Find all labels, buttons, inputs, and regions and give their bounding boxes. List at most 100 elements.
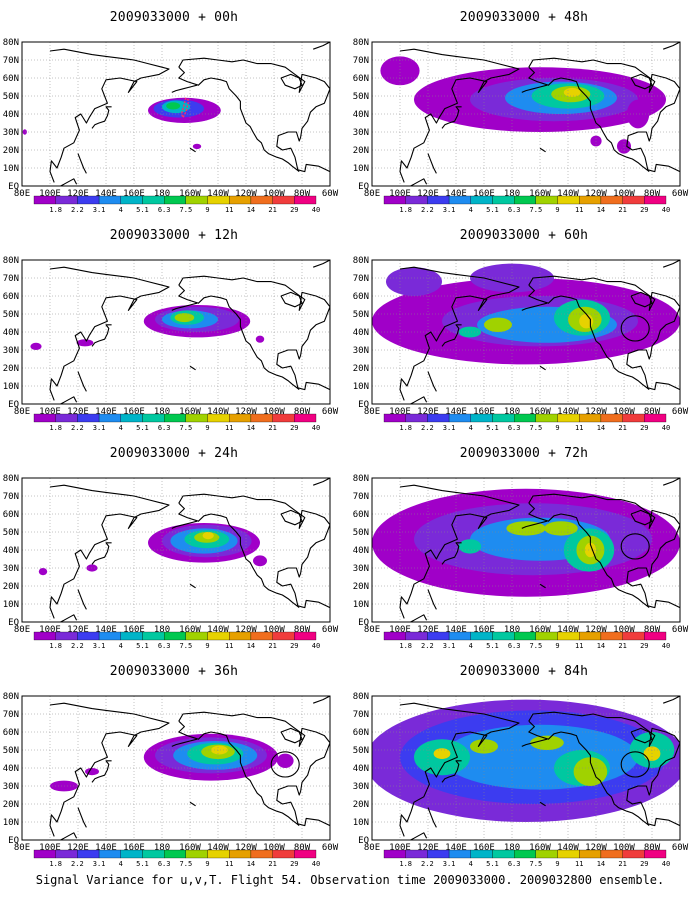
colorbar-label: 4 <box>119 642 123 650</box>
longitude-label: 120E <box>67 843 89 853</box>
colorbar-swatch <box>207 849 230 859</box>
colorbar-label: 2.2 <box>71 424 84 432</box>
panel-title: 2009033000 + 60h <box>459 228 589 243</box>
figure-caption: Signal Variance for u,v,T. Flight 54. Ob… <box>35 873 665 887</box>
coastlines <box>49 42 330 186</box>
latitude-label: 30N <box>353 564 369 574</box>
colorbar-label: 29 <box>290 860 298 868</box>
colorbar-label: 21 <box>618 424 626 432</box>
graticule <box>22 42 330 186</box>
colorbar-swatch <box>294 849 317 859</box>
colorbar-label: 11 <box>225 424 233 432</box>
colorbar-label: 5.1 <box>136 424 149 432</box>
colorbar-label: 21 <box>268 206 276 214</box>
colorbar-swatch <box>272 195 295 205</box>
longitude-label: 120E <box>417 407 439 417</box>
colorbar-swatch <box>164 849 186 859</box>
colorbar-label: 40 <box>662 860 670 868</box>
colorbar-label: 11 <box>225 860 233 868</box>
colorbar-swatch <box>33 849 56 859</box>
colorbar-swatch <box>207 631 230 641</box>
longitude-label: 60W <box>672 407 689 417</box>
map-frame <box>371 41 681 187</box>
variance-contour <box>255 335 265 343</box>
longitude-label: 120W <box>585 625 607 635</box>
longitude-label: 120E <box>67 407 89 417</box>
variance-field <box>22 97 221 150</box>
longitude-label: 60W <box>322 843 339 853</box>
colorbar-label: 29 <box>290 206 298 214</box>
latitude-label: 30N <box>353 128 369 138</box>
variance-contour <box>30 342 42 350</box>
variance-field <box>372 488 680 597</box>
colorbar-label: 3.1 <box>93 860 106 868</box>
colorbar-swatch <box>383 195 406 205</box>
latitude-label: 70N <box>353 274 369 284</box>
colorbar-swatch <box>535 631 558 641</box>
longitude-label: 140E <box>95 189 117 199</box>
colorbar-swatch <box>470 195 493 205</box>
latitude-label: 50N <box>3 746 19 756</box>
panel-title: 2009033000 + 12h <box>109 228 239 243</box>
colorbar-swatch <box>579 195 602 205</box>
colorbar-swatch <box>600 849 623 859</box>
colorbar-swatch <box>185 413 208 423</box>
latitude-label: EQ <box>358 182 369 192</box>
longitude-label: 140E <box>445 189 467 199</box>
colorbar-label: 2.2 <box>71 206 84 214</box>
colorbar-label: 14 <box>597 642 605 650</box>
longitude-label: 160E <box>123 189 145 199</box>
colorbar-label: 7.5 <box>180 860 193 868</box>
longitude-label: 180 <box>154 625 170 635</box>
colorbar-label: 4 <box>469 642 473 650</box>
colorbar-label: 5.1 <box>136 642 149 650</box>
longitude-label: 80W <box>644 843 661 853</box>
longitude-label: 140W <box>207 625 229 635</box>
colorbar-swatch <box>535 413 558 423</box>
colorbar-swatch <box>142 631 165 641</box>
colorbar-swatch <box>405 631 428 641</box>
latitude-label: 80N <box>353 474 369 484</box>
longitude-label: 60W <box>672 189 689 199</box>
colorbar-swatch <box>622 195 645 205</box>
colorbar-label: 40 <box>312 206 320 214</box>
map-frame <box>371 259 681 405</box>
longitude-label: 60W <box>322 189 339 199</box>
colorbar-swatch <box>514 195 536 205</box>
colorbar-swatch <box>120 195 143 205</box>
colorbar-swatch <box>142 413 165 423</box>
variance-contour <box>76 339 94 347</box>
latitude-label: EQ <box>8 618 19 628</box>
colorbar-swatch <box>55 631 78 641</box>
latitude-label: 10N <box>353 600 369 610</box>
variance-field <box>50 733 294 792</box>
longitude-label: 120E <box>417 843 439 853</box>
longitude-label: 160W <box>179 407 201 417</box>
variance-contour <box>276 753 294 768</box>
colorbar-label: 1.8 <box>49 860 62 868</box>
graticule <box>372 260 680 404</box>
longitude-label: 80W <box>294 625 311 635</box>
colorbar-swatch <box>579 413 602 423</box>
colorbar-swatch <box>470 413 493 423</box>
latitude-label: 50N <box>353 92 369 102</box>
latitude-label: 70N <box>3 56 19 66</box>
latitude-label: 50N <box>353 528 369 538</box>
colorbar-label: 7.5 <box>530 642 543 650</box>
colorbar-label: 6.3 <box>508 424 521 432</box>
map-panel-24h: 2009033000 + 24h 80N 70N 60N 50N 40N 30N 20N 10… <box>0 436 348 658</box>
colorbar-label: 3.1 <box>443 642 456 650</box>
colorbar-swatch <box>514 631 536 641</box>
longitude-label: 80W <box>644 189 661 199</box>
longitude-label: 160E <box>123 843 145 853</box>
colorbar-label: 7.5 <box>530 206 543 214</box>
colorbar-swatch <box>622 413 645 423</box>
longitude-label: 80E <box>364 407 380 417</box>
colorbar-label: 9 <box>555 424 559 432</box>
latitude-label: 20N <box>3 364 19 374</box>
colorbar-label: 40 <box>662 206 670 214</box>
colorbar-label: 2.2 <box>421 860 434 868</box>
colorbar-label: 9 <box>555 860 559 868</box>
colorbar-label: 7.5 <box>530 860 543 868</box>
latitude-label: 70N <box>353 710 369 720</box>
